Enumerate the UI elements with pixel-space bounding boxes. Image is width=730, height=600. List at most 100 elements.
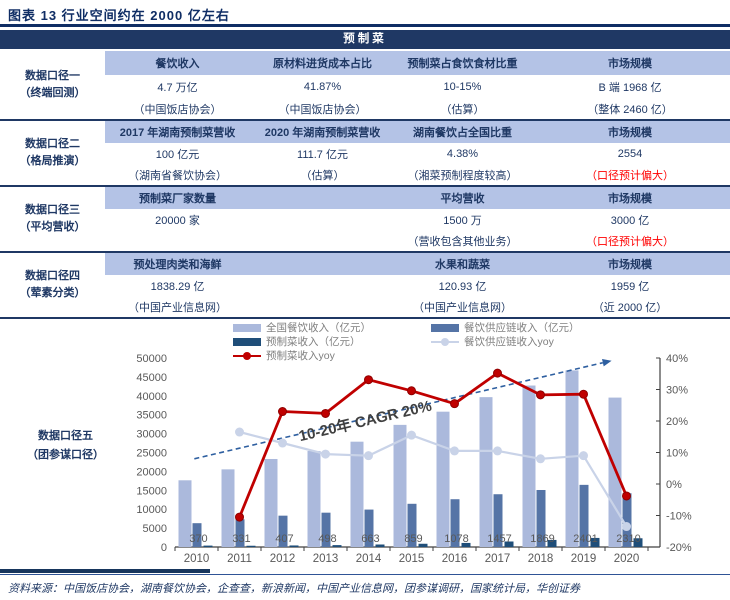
value-cell: 20000 家 [155, 215, 200, 227]
source-cell: （估算） [440, 104, 485, 116]
combo-bar-line-chart: 0 5000 10000 15000 20000 25000 30000 35000 40000… [136, 353, 691, 565]
svg-text:2010: 2010 [184, 553, 210, 565]
data-source-note: 资料来源：中国饭店协会，湖南餐饮协会，企查查，新浪新闻，中国产业信息网，团参谋调… [8, 583, 580, 595]
col-header: 预制菜占食饮食材比重 [407, 58, 518, 70]
col-header: 市场规模 [608, 58, 652, 70]
value-cell: 2554 [617, 148, 643, 160]
svg-text:2018: 2018 [528, 553, 554, 565]
caliber-warning-note: （口径预计偏大） [586, 236, 674, 248]
value-row: 4.7 万亿 41.87% 10-15% B 端 1968 亿 [105, 75, 730, 99]
value-cell [250, 275, 395, 297]
col-header: 餐饮收入 [155, 58, 200, 70]
group-3-label: 数据口径三 （平均营收） [0, 187, 105, 251]
svg-text:2019: 2019 [571, 553, 597, 565]
chart-section: 数据口径五 （团参谋口径） 全国餐饮收入（亿元） 预制菜收入（亿元） 预制菜收入… [0, 319, 730, 575]
svg-text:1869: 1869 [530, 533, 554, 545]
column-header-row: 餐饮收入 原材料进货成本占比 预制菜占食饮食材比重 市场规模 [105, 51, 730, 75]
value-cell: 10-15% [443, 81, 482, 93]
svg-text:35000: 35000 [136, 410, 167, 422]
value-cell: 100 亿元 [155, 149, 200, 161]
svg-text:2012: 2012 [270, 553, 296, 565]
col-header: 2017 年湖南预制菜营收 [119, 127, 236, 139]
caliber-warning-note: （口径预计偏大） [586, 170, 674, 182]
table-group-3: 数据口径三 （平均营收） 预制菜厂家数量 平均营收 市场规模 20000 家 1… [0, 187, 730, 253]
svg-text:2310: 2310 [616, 533, 640, 545]
value-cell: B 端 1968 亿 [598, 82, 662, 94]
svg-text:25000: 25000 [136, 448, 167, 460]
source-cell: （湘菜预制程度较高） [407, 170, 518, 182]
group-2-label: 数据口径二 （格局推演） [0, 121, 105, 185]
svg-text:30000: 30000 [136, 429, 167, 441]
group-4-label: 数据口径四 （荤素分类） [0, 253, 105, 317]
svg-text:15000: 15000 [136, 485, 167, 497]
value-row: 20000 家 1500 万 3000 亿 [105, 209, 730, 231]
svg-text:2401: 2401 [573, 533, 597, 545]
col-header [250, 187, 395, 209]
source-cell: （中国产业信息网） [128, 302, 227, 314]
svg-text:20%: 20% [666, 416, 688, 428]
column-header-row: 预处理肉类和海鲜 水果和蔬菜 市场规模 [105, 253, 730, 275]
svg-text:-10%: -10% [666, 511, 692, 523]
source-cell [250, 297, 395, 317]
group-label-line1: 数据口径四 [25, 269, 80, 282]
column-header-row: 2017 年湖南预制菜营收 2020 年湖南预制菜营收 湖南餐饮占全国比重 市场… [105, 121, 730, 143]
table-group-1: 数据口径一 （终端回测） 餐饮收入 原材料进货成本占比 预制菜占食饮食材比重 市… [0, 51, 730, 121]
col-header: 预处理肉类和海鲜 [133, 259, 222, 271]
source-cell: （湖南省餐饮协会） [128, 170, 227, 182]
source-row: （中国饭店协会） （中国饭店协会） （估算） （整体 2460 亿） [105, 99, 730, 119]
col-header: 原材料进货成本占比 [273, 58, 372, 70]
axes: 0 5000 10000 15000 20000 25000 30000 35000 40000… [136, 353, 691, 565]
svg-text:2013: 2013 [313, 553, 339, 565]
group-label-line1: 数据口径一 [25, 69, 80, 82]
svg-text:40000: 40000 [136, 391, 167, 403]
svg-text:2011: 2011 [227, 553, 252, 565]
source-cell: （中国饭店协会） [278, 104, 367, 116]
source-row: （营收包含其他业务） （口径预计偏大） [105, 231, 730, 251]
table-group-2: 数据口径二 （格局推演） 2017 年湖南预制菜营收 2020 年湖南预制菜营收… [0, 121, 730, 187]
yoy-lines [235, 368, 631, 532]
group-1-label: 数据口径一 （终端回测） [0, 51, 105, 119]
bars [178, 370, 643, 547]
svg-text:40%: 40% [666, 353, 688, 365]
svg-text:10%: 10% [666, 448, 688, 460]
bottom-thin-rule [0, 574, 730, 575]
svg-text:10000: 10000 [136, 504, 167, 516]
svg-text:45000: 45000 [136, 372, 167, 384]
col-header: 水果和蔬菜 [435, 259, 490, 271]
column-header-row: 预制菜厂家数量 平均营收 市场规模 [105, 187, 730, 209]
svg-text:0: 0 [161, 542, 167, 554]
value-row: 1838.29 亿 120.93 亿 1959 亿 [105, 275, 730, 297]
svg-text:-20%: -20% [666, 542, 692, 554]
value-cell [250, 209, 395, 231]
svg-text:2020: 2020 [614, 553, 640, 565]
source-cell: （估算） [300, 170, 345, 182]
svg-text:2015: 2015 [399, 553, 425, 565]
svg-text:331: 331 [232, 533, 250, 545]
svg-text:50000: 50000 [136, 353, 167, 365]
figure-title: 图表 13 行业空间约在 2000 亿左右 [8, 8, 230, 23]
svg-text:859: 859 [404, 533, 422, 545]
source-cell [105, 231, 250, 251]
svg-text:2014: 2014 [356, 553, 382, 565]
group-5-label: 数据口径五 （团参谋口径） [8, 427, 123, 464]
value-cell: 1838.29 亿 [150, 281, 205, 293]
value-cell: 1500 万 [443, 215, 482, 227]
col-header: 市场规模 [608, 193, 652, 205]
svg-text:498: 498 [318, 533, 336, 545]
source-cell: （整体 2460 亿） [587, 104, 673, 116]
group-label-line1: 数据口径五 [38, 430, 93, 442]
table-group-4: 数据口径四 （荤素分类） 预处理肉类和海鲜 水果和蔬菜 市场规模 1838.29… [0, 253, 730, 319]
title-underline [0, 24, 730, 27]
value-cell: 4.38% [446, 148, 479, 160]
value-cell: 1959 亿 [610, 281, 650, 293]
bar-value-labels: 370 331 407 498 663 859 1078 1457 1869 2401 2310 [189, 533, 640, 545]
svg-text:370: 370 [189, 533, 207, 545]
group-label-line2: （荤素分类） [19, 287, 86, 299]
source-cell [250, 231, 395, 251]
col-header [250, 253, 395, 275]
source-row: （中国产业信息网） （中国产业信息网） （近 2000 亿） [105, 297, 730, 317]
group-label-line2: （平均营收） [19, 221, 86, 233]
value-cell: 41.87% [303, 81, 342, 93]
svg-text:30%: 30% [666, 385, 688, 397]
